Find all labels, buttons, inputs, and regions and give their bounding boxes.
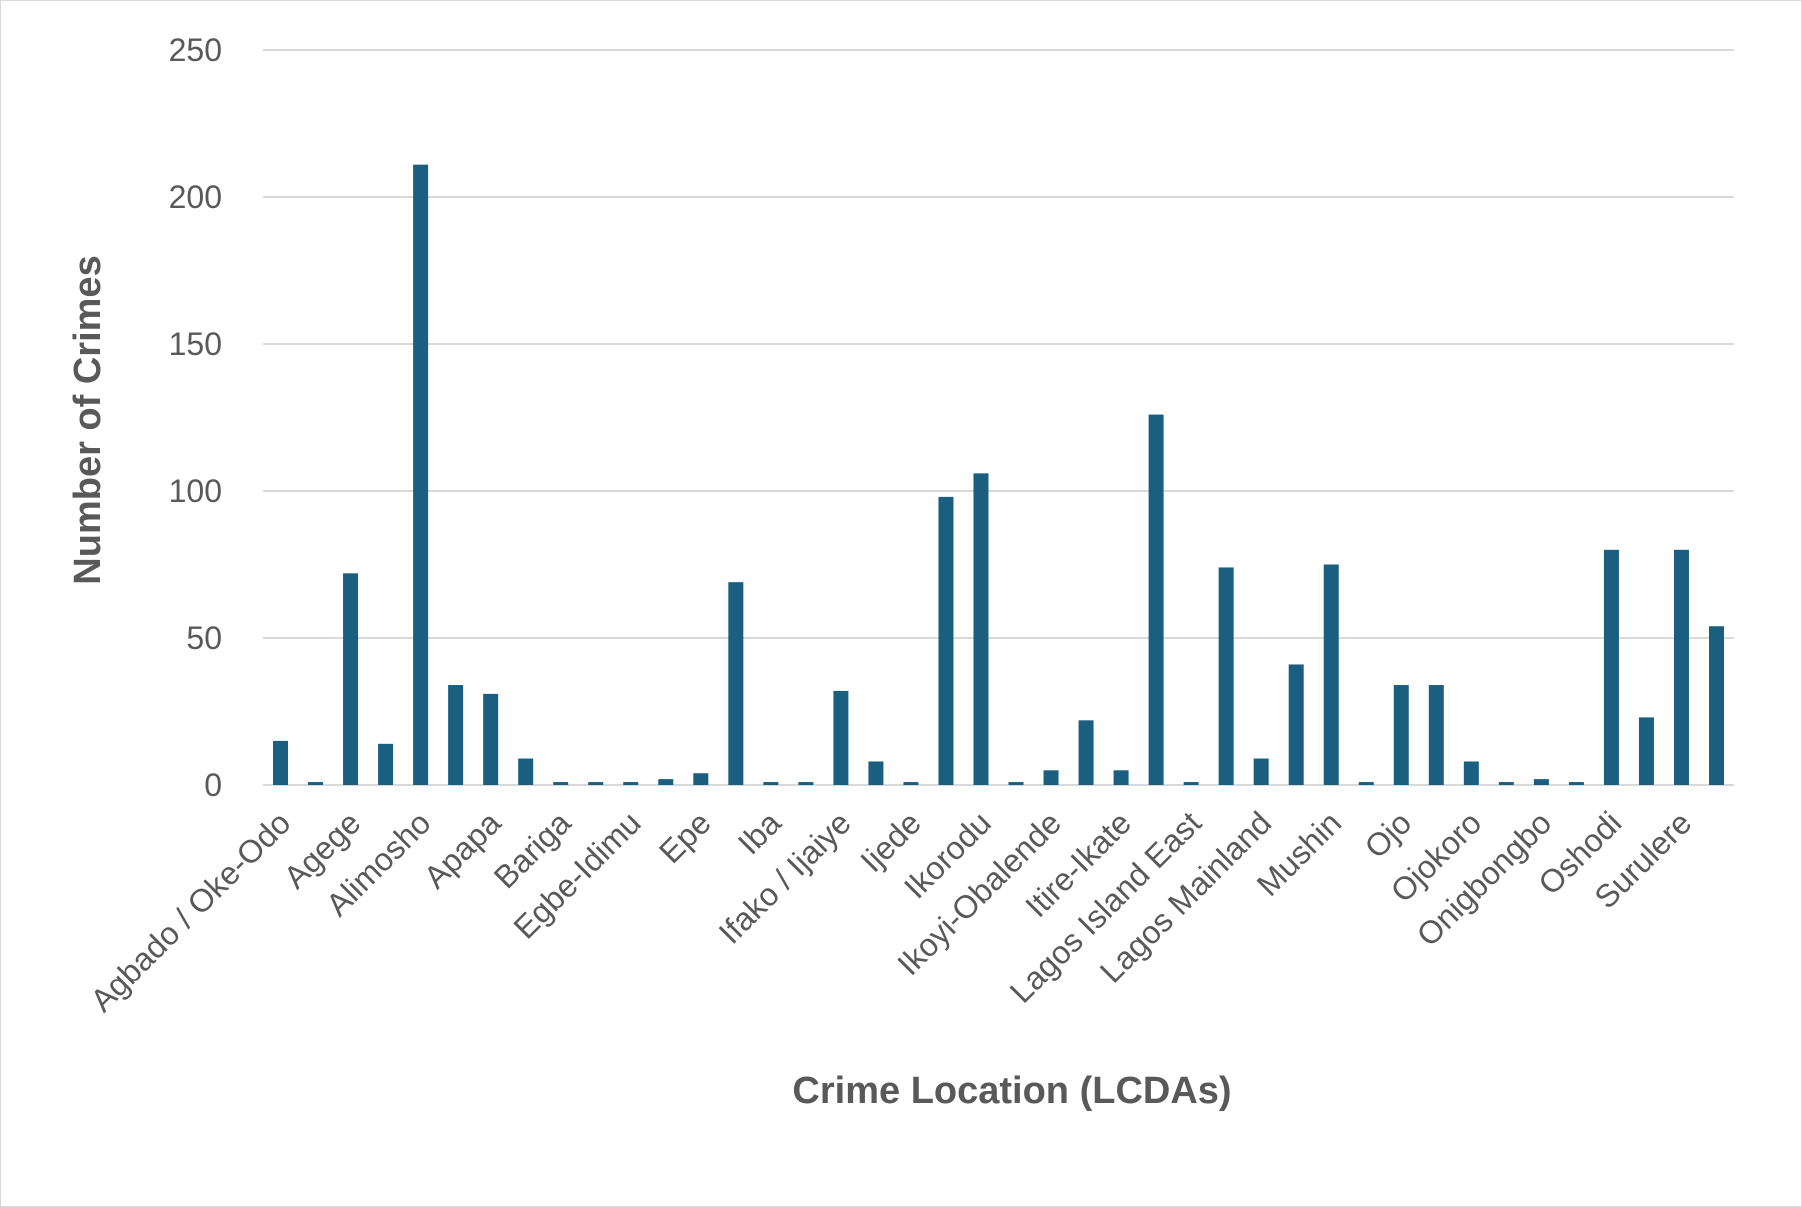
bar <box>378 743 394 785</box>
bar <box>448 685 464 785</box>
bar <box>1183 782 1199 785</box>
bar <box>763 782 779 785</box>
y-axis-title: Number of Crimes <box>67 255 109 584</box>
bar <box>693 773 709 785</box>
gridlines <box>263 49 1734 786</box>
x-tick-label: Iba <box>731 804 788 861</box>
bar <box>623 782 639 785</box>
bar <box>658 779 674 785</box>
bar <box>413 164 429 785</box>
bar <box>343 573 359 785</box>
bar <box>588 782 604 785</box>
bars <box>273 164 1724 785</box>
bar <box>1603 549 1619 785</box>
x-tick-label: Ojo <box>1358 804 1419 865</box>
bar <box>728 582 744 785</box>
bar <box>273 740 289 785</box>
x-axis-ticks: Agbado / Oke-OdoAgegeAlimoshoApapaBariga… <box>83 804 1698 1018</box>
bar <box>483 693 499 785</box>
y-tick-label: 100 <box>169 473 222 509</box>
bar <box>1638 717 1654 785</box>
x-tick-label: Epe <box>652 804 718 870</box>
bar <box>798 782 814 785</box>
bar <box>1708 626 1724 785</box>
bar <box>1113 770 1129 785</box>
y-axis-ticks: 0 50 100 150 200 250 <box>169 32 222 803</box>
bar <box>1218 567 1234 785</box>
bar <box>518 758 534 785</box>
bar <box>1533 779 1549 785</box>
x-tick-label: Agbado / Oke-Odo <box>83 804 297 1018</box>
bar <box>1568 782 1584 785</box>
bar <box>833 690 849 785</box>
y-tick-label: 200 <box>169 179 222 215</box>
x-tick-label: Ifako / Ijaiye <box>712 804 858 950</box>
bar <box>1008 782 1024 785</box>
bar <box>1428 685 1444 785</box>
bar <box>1288 664 1304 785</box>
bar <box>308 782 324 785</box>
x-tick-label: Apapa <box>417 804 508 895</box>
bar <box>1673 549 1689 785</box>
bar <box>1148 414 1164 785</box>
x-axis-title: Crime Location (LCDAs) <box>792 1070 1231 1112</box>
bar <box>938 496 954 785</box>
bar <box>1078 720 1094 785</box>
y-tick-label: 250 <box>169 32 222 68</box>
y-tick-label: 0 <box>204 767 222 803</box>
bar <box>1323 564 1339 785</box>
y-tick-label: 150 <box>169 326 222 362</box>
bar <box>1043 770 1059 785</box>
bar <box>1358 782 1374 785</box>
bar <box>1463 761 1479 785</box>
bar <box>868 761 884 785</box>
bar <box>903 782 919 785</box>
y-tick-label: 50 <box>186 620 222 656</box>
bar <box>1393 685 1409 785</box>
bar <box>553 782 569 785</box>
bar <box>973 473 989 785</box>
bar <box>1498 782 1514 785</box>
bar <box>1253 758 1269 785</box>
